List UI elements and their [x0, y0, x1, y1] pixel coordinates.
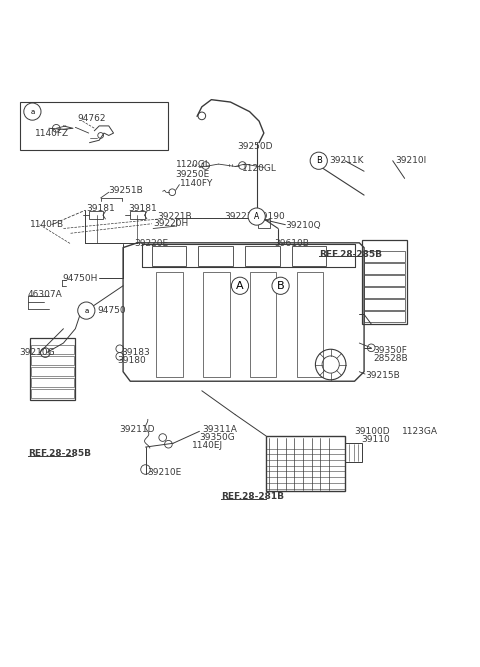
Text: 39210Q: 39210Q: [285, 221, 321, 230]
Text: a: a: [30, 109, 35, 115]
Bar: [345, 444, 362, 462]
Text: 39211K: 39211K: [330, 156, 364, 165]
Bar: [21, 102, 168, 150]
Text: 39220E: 39220E: [134, 239, 168, 248]
Bar: [364, 299, 405, 309]
Text: A: A: [254, 212, 259, 221]
Text: 1140FZ: 1140FZ: [35, 129, 69, 137]
Text: 39610B: 39610B: [275, 239, 309, 248]
Text: A: A: [236, 281, 244, 291]
Text: 94750: 94750: [98, 306, 126, 315]
Bar: [130, 211, 144, 219]
Text: 94762: 94762: [78, 114, 106, 123]
Text: 39350F: 39350F: [373, 346, 408, 355]
Text: 1140FY: 1140FY: [180, 179, 214, 187]
Text: 39311A: 39311A: [203, 426, 238, 434]
Text: 39110: 39110: [362, 435, 390, 444]
Text: 39211D: 39211D: [120, 426, 155, 434]
Bar: [250, 272, 276, 378]
Text: 39210I: 39210I: [395, 156, 426, 165]
Bar: [203, 272, 229, 378]
Text: 39251B: 39251B: [109, 186, 144, 195]
Text: 39215B: 39215B: [365, 371, 400, 380]
Text: 39180: 39180: [117, 356, 145, 365]
Text: 39100D: 39100D: [355, 427, 390, 436]
Text: 1123GA: 1123GA: [402, 427, 438, 436]
Bar: [32, 390, 74, 398]
Bar: [364, 311, 405, 321]
Bar: [266, 436, 345, 491]
Bar: [297, 272, 323, 378]
Text: 39221C: 39221C: [225, 211, 260, 221]
Bar: [89, 211, 103, 219]
Circle shape: [310, 152, 327, 169]
Text: 39220H: 39220H: [153, 219, 188, 228]
Text: REF.28-285B: REF.28-285B: [28, 450, 91, 458]
Bar: [364, 275, 405, 285]
Bar: [245, 245, 280, 265]
Text: 46307A: 46307A: [28, 290, 62, 299]
Text: B: B: [316, 156, 322, 165]
Bar: [32, 346, 74, 354]
Text: B: B: [277, 281, 284, 291]
Bar: [364, 251, 405, 262]
Text: 39210E: 39210E: [147, 468, 181, 478]
Bar: [30, 338, 75, 400]
Text: 39181: 39181: [128, 204, 156, 213]
Bar: [152, 245, 186, 265]
Bar: [364, 263, 405, 274]
Bar: [32, 378, 74, 387]
Text: 1140FB: 1140FB: [30, 220, 64, 229]
Text: 39210G: 39210G: [20, 348, 55, 357]
Bar: [364, 287, 405, 297]
Text: 1140EJ: 1140EJ: [192, 441, 223, 450]
Text: 39190: 39190: [257, 211, 286, 221]
Text: 39221B: 39221B: [157, 211, 192, 221]
Bar: [362, 240, 407, 324]
Text: 39181: 39181: [86, 204, 115, 213]
Bar: [292, 245, 326, 265]
Circle shape: [24, 103, 41, 120]
Text: 39250E: 39250E: [176, 170, 210, 179]
Bar: [258, 219, 270, 227]
Circle shape: [248, 208, 265, 225]
Bar: [199, 245, 233, 265]
Circle shape: [78, 302, 95, 319]
Circle shape: [272, 277, 289, 294]
Text: 1120GL: 1120GL: [242, 164, 277, 173]
Bar: [156, 272, 183, 378]
Text: REF.28-285B: REF.28-285B: [319, 249, 382, 259]
Text: REF.28-281B: REF.28-281B: [221, 492, 284, 501]
Text: 94750H: 94750H: [62, 273, 98, 283]
Text: 39250D: 39250D: [238, 142, 273, 151]
Text: 39183: 39183: [121, 348, 150, 357]
Text: 28528B: 28528B: [373, 354, 408, 363]
Text: 39350G: 39350G: [199, 433, 235, 442]
Text: 1120GL: 1120GL: [176, 159, 210, 169]
Bar: [32, 368, 74, 376]
Circle shape: [231, 277, 249, 294]
Bar: [32, 356, 74, 365]
Text: a: a: [84, 307, 88, 313]
